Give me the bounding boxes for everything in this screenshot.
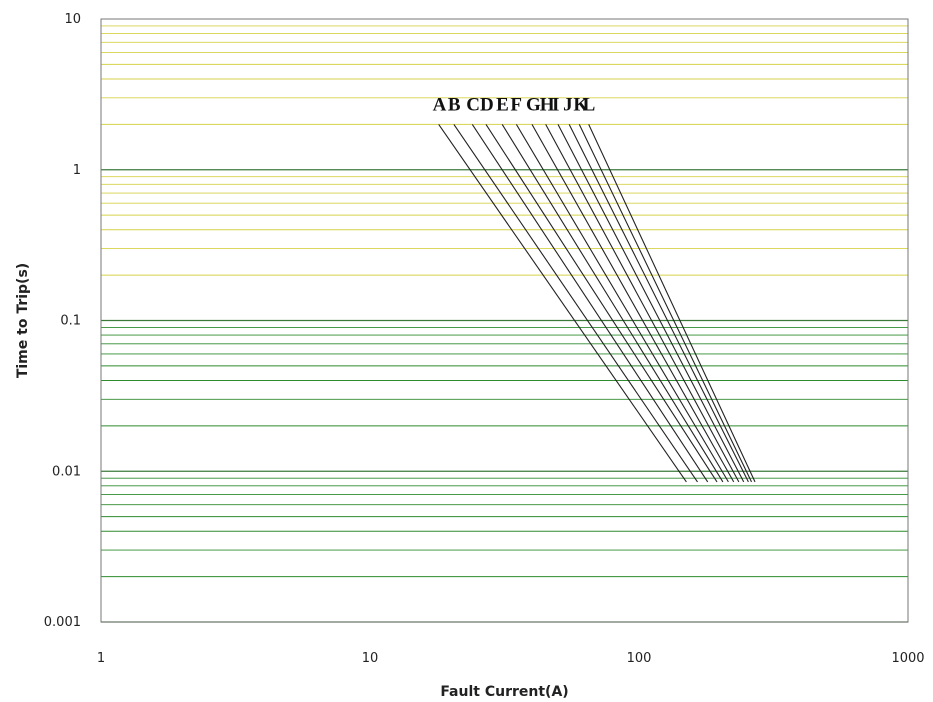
trip-curve-a: [438, 124, 687, 483]
curve-label-h: H: [540, 94, 555, 115]
y-axis-title: Time to Trip(s): [15, 263, 31, 378]
vertical-gridlines: [100, 19, 909, 622]
trip-curve-d: [485, 124, 718, 483]
curve-label-k: K: [573, 94, 588, 115]
trip-curve-f: [515, 124, 729, 483]
x-tick-labels: 1 10 100 1000: [97, 651, 925, 666]
curve-label-a: A: [433, 94, 447, 115]
y-tick-label: 1: [73, 163, 81, 178]
curve-label-f: F: [510, 94, 522, 115]
x-tick-label: 1000: [891, 651, 924, 666]
curve-labels: A B C D E F GHI J KL: [433, 94, 596, 115]
trip-curve-k: [578, 124, 752, 483]
trip-curve-l: [588, 124, 756, 483]
trip-curve-j: [568, 124, 749, 483]
trip-curve-c: [471, 124, 709, 483]
curve-label-i: I: [552, 94, 559, 115]
horizontal-gridlines: [101, 25, 908, 623]
trip-curve-b: [453, 124, 698, 483]
trip-curve-i: [557, 124, 745, 483]
curve-label-d: D: [480, 94, 494, 115]
x-axis-title: Fault Current(A): [440, 684, 568, 700]
y-tick-label: 0.001: [44, 615, 81, 630]
trip-curve-e: [501, 124, 724, 483]
curve-label-g: G: [526, 94, 541, 115]
curve-label-j: J: [563, 94, 573, 115]
plot-frame: [100, 18, 909, 623]
curve-label-b: B: [448, 94, 461, 115]
trip-curve-h: [545, 124, 740, 483]
y-tick-label: 0.01: [52, 464, 81, 479]
y-tick-label: 0.1: [60, 314, 81, 329]
curve-label-e: E: [496, 94, 509, 115]
curve-label-c: C: [466, 94, 480, 115]
y-tick-labels: 0.001 0.01 0.1 1 10: [44, 12, 81, 630]
trip-curves: [438, 124, 756, 483]
x-tick-label: 1: [97, 651, 105, 666]
x-tick-label: 100: [627, 651, 652, 666]
trip-curve-g: [531, 124, 735, 483]
curve-label-l: L: [583, 94, 596, 115]
y-tick-label: 10: [64, 12, 81, 27]
x-tick-label: 10: [362, 651, 379, 666]
